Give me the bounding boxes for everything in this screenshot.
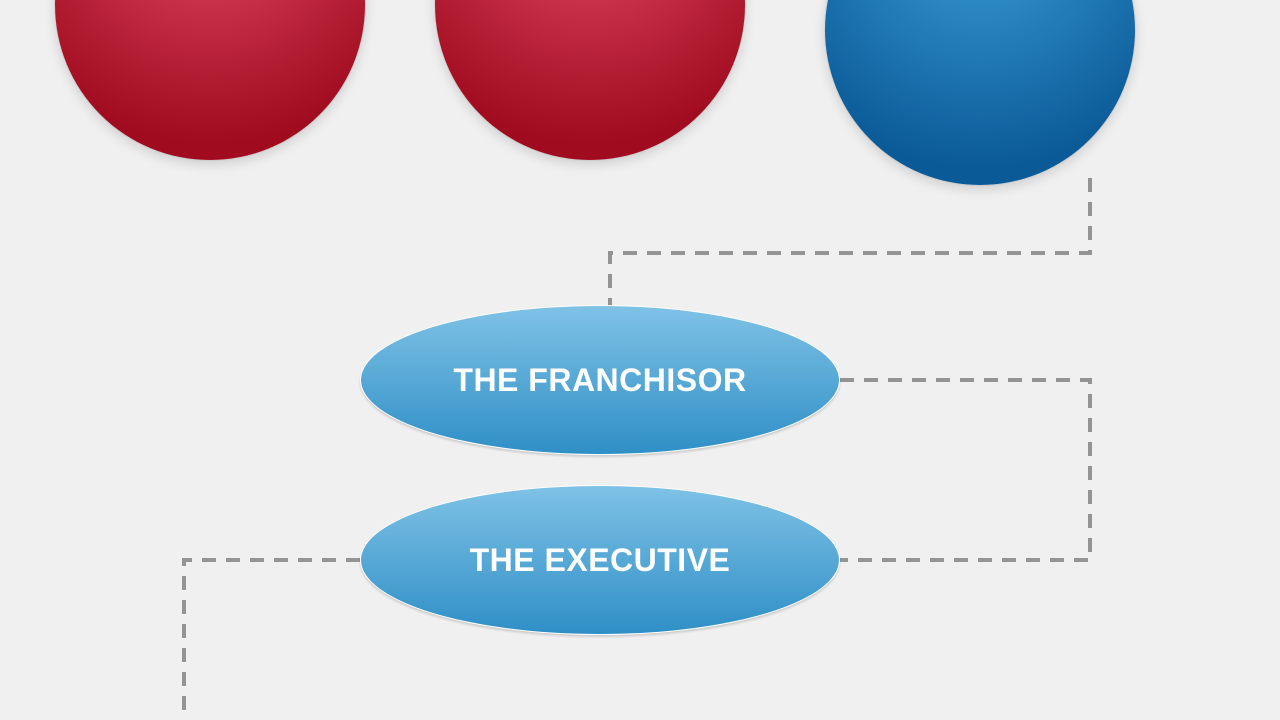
node-distribution-franchise: DISTRIBUTION FRANCHISE: [55, 0, 365, 160]
connector-executive-down-left: [184, 560, 360, 720]
node-label: THE EXECUTIVE: [470, 542, 731, 579]
diagram-stage: DISTRIBUTION FRANCHISE FORMAT FRANCHISE …: [0, 0, 1280, 720]
node-label: THE FRANCHISOR: [453, 362, 746, 399]
connector-mgmt-to-franchisor: [610, 178, 1090, 306]
node-management-franchise: MANAGEMENT FRANCHISE: [825, 0, 1135, 185]
node-the-executive: THE EXECUTIVE: [360, 485, 840, 635]
node-the-franchisor: THE FRANCHISOR: [360, 305, 840, 455]
connector-franchisor-to-executive: [840, 380, 1090, 560]
node-format-franchise: FORMAT FRANCHISE: [435, 0, 745, 160]
